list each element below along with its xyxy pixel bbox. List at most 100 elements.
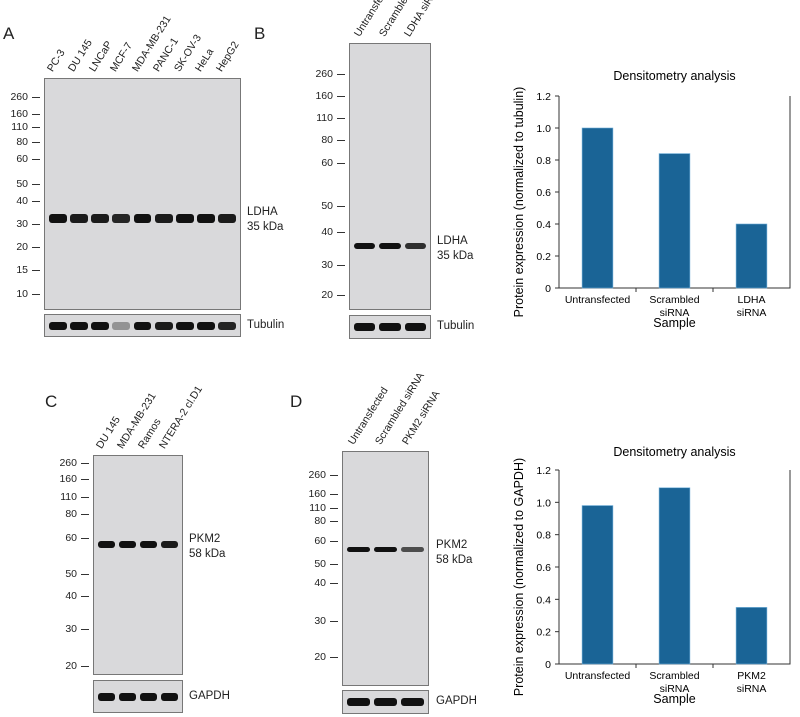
mw-marker: 60 bbox=[292, 535, 338, 547]
target-size: 35 kDa bbox=[437, 250, 474, 262]
loading-control-label: GAPDH bbox=[436, 695, 477, 707]
target-label: PKM2 58 kDa bbox=[189, 532, 225, 562]
target-label: PKM2 58 kDa bbox=[436, 538, 472, 568]
mw-marker: 30 bbox=[0, 218, 40, 230]
x-tick-label: Scrambled bbox=[649, 670, 699, 682]
x-axis-label: Sample bbox=[653, 692, 695, 706]
y-tick-label: 0.8 bbox=[536, 530, 551, 542]
band-loading-control bbox=[154, 321, 173, 330]
x-tick-label: PKM2 bbox=[737, 670, 766, 682]
mw-marker: 260 bbox=[0, 91, 40, 103]
band-ldha bbox=[197, 214, 216, 223]
band-pkm2 bbox=[97, 541, 116, 548]
blot-A bbox=[44, 78, 241, 310]
mw-marker: 260 bbox=[299, 68, 345, 80]
mw-marker: 30 bbox=[292, 615, 338, 627]
mw-marker: 160 bbox=[292, 488, 338, 500]
target-size: 58 kDa bbox=[189, 548, 226, 560]
band-loading-control bbox=[91, 321, 109, 330]
mw-marker: 40 bbox=[0, 195, 40, 207]
mw-marker: 260 bbox=[43, 457, 89, 469]
band-loading-control bbox=[401, 698, 424, 706]
band-ldha bbox=[218, 214, 237, 223]
band-ldha bbox=[154, 214, 173, 223]
x-tick-label: siRNA bbox=[660, 683, 690, 695]
target-name: LDHA bbox=[437, 235, 468, 247]
mw-marker: 15 bbox=[0, 264, 40, 276]
y-tick-label: 0 bbox=[545, 659, 551, 671]
y-tick-label: 1.2 bbox=[536, 91, 551, 103]
mw-marker: 30 bbox=[299, 259, 345, 271]
band-loading-control bbox=[160, 692, 179, 701]
mw-marker: 20 bbox=[0, 241, 40, 253]
band-loading-control bbox=[133, 321, 152, 330]
band-pkm2 bbox=[118, 541, 137, 548]
mw-marker: 50 bbox=[299, 200, 345, 212]
band-loading-control bbox=[354, 323, 376, 331]
band-loading-control bbox=[374, 698, 397, 706]
band-loading-control bbox=[218, 321, 237, 330]
loading-control-label: GAPDH bbox=[189, 689, 230, 702]
band-loading-control bbox=[69, 321, 88, 330]
y-tick-label: 0.4 bbox=[536, 594, 551, 606]
band-ldha bbox=[176, 214, 194, 223]
mw-marker: 110 bbox=[0, 121, 40, 133]
y-tick-label: 0.2 bbox=[536, 627, 551, 639]
mw-marker: 40 bbox=[299, 226, 345, 238]
bar bbox=[658, 153, 691, 289]
panel-letter-B: B bbox=[254, 24, 266, 43]
blot-C bbox=[93, 455, 183, 675]
x-tick-label: siRNA bbox=[737, 307, 767, 319]
target-label: LDHA 35 kDa bbox=[247, 205, 283, 235]
band-pkm2 bbox=[160, 541, 179, 548]
bar bbox=[658, 487, 691, 665]
target-size: 35 kDa bbox=[247, 221, 284, 233]
mw-marker: 50 bbox=[0, 178, 40, 190]
mw-marker: 80 bbox=[43, 508, 89, 520]
band-loading-control bbox=[347, 698, 370, 706]
blot-B bbox=[349, 43, 431, 310]
mw-marker: 110 bbox=[299, 112, 345, 124]
x-tick-label: LDHA bbox=[737, 294, 765, 306]
mw-marker: 20 bbox=[43, 660, 89, 672]
x-tick-label: siRNA bbox=[737, 683, 767, 695]
target-size: 58 kDa bbox=[436, 554, 473, 566]
panel-letter-A: A bbox=[3, 24, 15, 43]
band-ldha bbox=[112, 214, 131, 223]
mw-marker: 80 bbox=[0, 136, 40, 148]
loading-control-label: Tubulin bbox=[437, 320, 475, 332]
target-name: LDHA bbox=[247, 206, 278, 218]
y-tick-label: 1.0 bbox=[536, 497, 551, 509]
band-ldha bbox=[379, 243, 401, 249]
y-tick-label: 0.4 bbox=[536, 219, 551, 231]
loading-control-label: Tubulin bbox=[247, 318, 285, 331]
band-ldha bbox=[69, 214, 88, 223]
mw-marker: 80 bbox=[292, 515, 338, 527]
band-loading-control bbox=[118, 692, 137, 701]
mw-marker: 30 bbox=[43, 623, 89, 635]
band-loading-control bbox=[97, 692, 116, 701]
band-loading-control bbox=[139, 692, 158, 701]
mw-marker: 40 bbox=[43, 590, 89, 602]
mw-marker: 160 bbox=[43, 473, 89, 485]
band-ldha bbox=[404, 243, 426, 249]
mw-marker: 60 bbox=[299, 157, 345, 169]
band-loading-control bbox=[112, 321, 131, 330]
mw-marker: 260 bbox=[292, 469, 338, 481]
band-loading-control bbox=[176, 321, 194, 330]
band-loading-control bbox=[379, 323, 401, 331]
y-tick-label: 0.6 bbox=[536, 187, 551, 199]
y-tick-label: 0.8 bbox=[536, 155, 551, 167]
y-tick-label: 1.2 bbox=[536, 465, 551, 477]
bar bbox=[581, 127, 614, 289]
x-tick-label: siRNA bbox=[660, 307, 690, 319]
band-ldha bbox=[91, 214, 109, 223]
x-tick-label: Untransfected bbox=[565, 670, 631, 682]
band-ldha bbox=[354, 243, 376, 249]
x-axis-label: Sample bbox=[653, 316, 695, 330]
mw-marker: 60 bbox=[43, 532, 89, 544]
panel-letter-C: C bbox=[45, 392, 58, 411]
band-ldha bbox=[133, 214, 152, 223]
